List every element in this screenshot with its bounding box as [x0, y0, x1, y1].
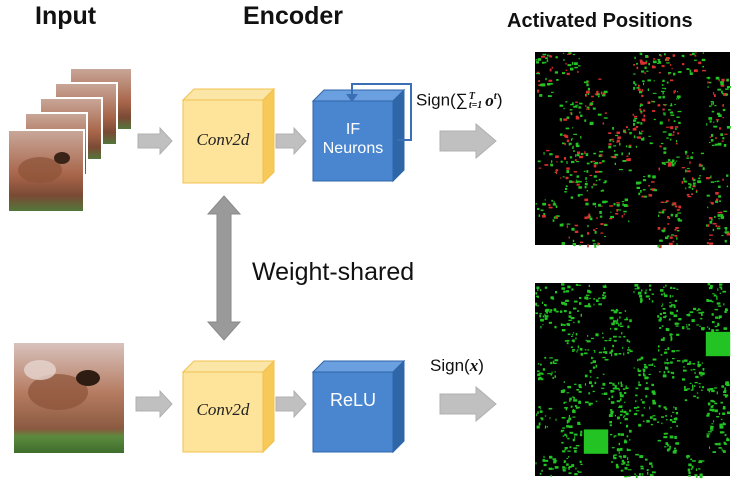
weight-shared-label: Weight-shared: [252, 258, 415, 286]
formula-sub-t1: t=1: [468, 100, 483, 112]
formula2-close: ): [478, 356, 484, 375]
conv2d-label-bottom: Conv2d: [196, 400, 250, 419]
input-frame-5: [7, 129, 85, 213]
input-image-single: [14, 343, 124, 453]
conv2d-block-top: [181, 87, 276, 185]
conv2d-label-top: Conv2d: [196, 130, 250, 149]
header-activated-positions: Activated Positions: [507, 10, 693, 32]
activation-map-top: [535, 52, 731, 249]
weight-shared-arrow: [206, 195, 242, 341]
formula-term-sup: t: [493, 90, 497, 102]
arrow-if-to-output-top: [439, 122, 497, 160]
formula-term: o: [485, 90, 494, 110]
formula-close: ): [496, 90, 503, 110]
arrow-input-to-conv-bottom: [135, 389, 173, 419]
arrow-relu-to-output-bottom: [439, 385, 497, 423]
arrow-conv-to-relu-bottom: [275, 389, 307, 419]
formula-prefix: Sign(∑: [416, 90, 468, 110]
relu-block: [311, 359, 406, 454]
if-label-line1: IF: [345, 121, 361, 138]
relu-label: ReLU: [329, 390, 377, 410]
header-encoder: Encoder: [243, 2, 344, 30]
arrow-conv-to-if-top: [275, 126, 307, 156]
activation-map-bottom: [535, 283, 731, 479]
arrow-input-to-conv-top: [137, 126, 173, 156]
input-image-stack: [7, 67, 133, 213]
if-label-line2: Neurons: [322, 140, 384, 157]
formula2-prefix: Sign(: [430, 356, 470, 375]
if-neurons-block: [311, 88, 406, 183]
conv2d-block-bottom: [181, 359, 276, 454]
feedback-loop-arrow: [346, 83, 412, 141]
header-input: Input: [35, 2, 97, 30]
if-neurons-label: IF Neurons: [313, 120, 393, 158]
sign-x-formula: Sign(x): [430, 356, 484, 376]
formula-sup-T: T: [468, 91, 475, 103]
formula2-var: x: [469, 356, 479, 375]
